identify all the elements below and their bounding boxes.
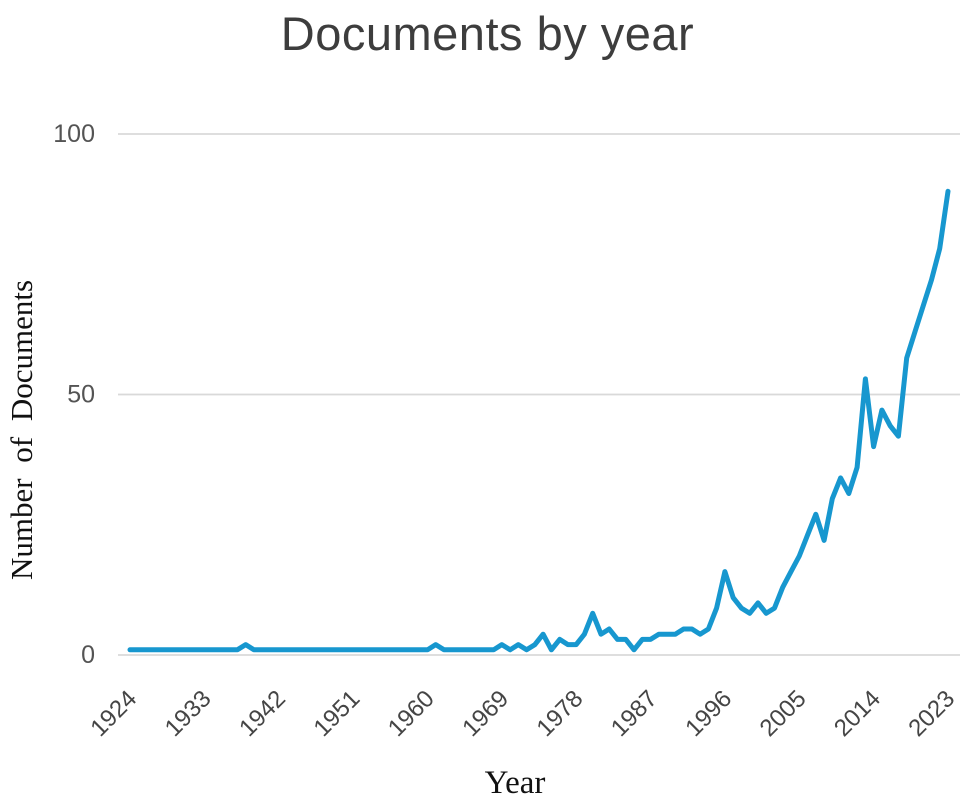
x-axis-label: Year [485, 765, 546, 801]
x-tick-label: 1987 [606, 685, 663, 742]
x-tick-label: 2014 [829, 685, 886, 742]
y-tick-label: 100 [53, 120, 95, 148]
x-axis-tick-labels: 1924 1933 1942 1951 1960 1969 1978 1987 1996 2005… [85, 685, 960, 742]
gridlines [118, 133, 960, 656]
documents-series-line [127, 188, 951, 653]
x-tick-label: 1942 [234, 685, 291, 742]
chart-title: Documents by year [280, 7, 695, 60]
x-tick-label: 1933 [160, 685, 217, 742]
x-tick-label: 1969 [457, 685, 514, 742]
x-tick-label: 1978 [532, 685, 589, 742]
x-tick-label: 2005 [755, 685, 812, 742]
y-tick-label: 0 [81, 641, 95, 669]
y-axis-tick-labels: 0 50 100 [53, 120, 95, 669]
y-tick-label: 50 [67, 381, 95, 409]
x-tick-label: 1996 [680, 685, 737, 742]
x-tick-label: 2023 [903, 685, 960, 742]
y-axis-label: Number of Documents [4, 280, 39, 580]
x-tick-label: 1960 [383, 685, 440, 742]
x-tick-label: 1924 [85, 685, 142, 742]
x-tick-label: 1951 [308, 685, 365, 742]
